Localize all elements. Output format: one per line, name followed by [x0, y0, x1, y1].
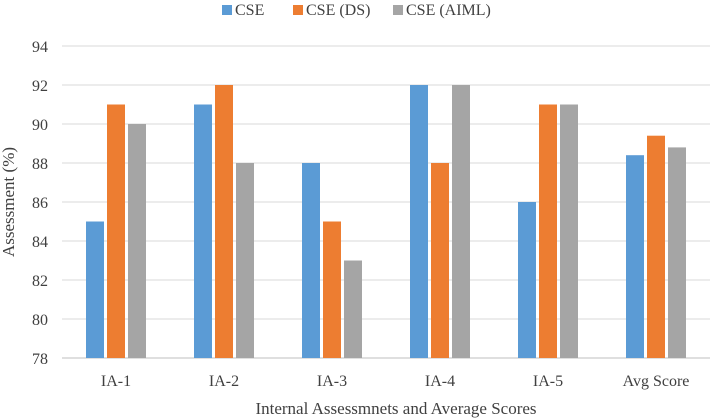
bar	[215, 85, 233, 358]
y-tick-label: 90	[32, 117, 48, 134]
legend-label: CSE (AIML)	[406, 2, 491, 19]
bar	[302, 163, 320, 358]
x-tick-label: IA-1	[101, 373, 131, 390]
legend-label: CSE	[235, 2, 264, 19]
gridlines	[62, 45, 710, 359]
x-tick-label: IA-2	[209, 373, 239, 390]
bar	[344, 260, 362, 358]
bar	[107, 104, 125, 358]
y-tick-label: 92	[32, 78, 48, 95]
bar	[647, 135, 665, 358]
bar	[410, 85, 428, 358]
x-tick-label: Avg Score	[623, 373, 690, 390]
x-tick-label: IA-5	[533, 373, 563, 390]
bar	[626, 155, 644, 358]
legend-swatch	[393, 5, 403, 15]
y-tick-label: 94	[32, 39, 48, 56]
y-tick-label: 80	[32, 312, 48, 329]
x-axis-ticks: IA-1 IA-2 IA-3 IA-4 IA-5 Avg Score	[101, 373, 690, 390]
y-tick-label: 86	[32, 195, 48, 212]
y-tick-label: 84	[32, 234, 48, 251]
x-tick-label: IA-4	[425, 373, 455, 390]
bar	[236, 163, 254, 358]
legend: CSE CSE (DS) CSE (AIML)	[222, 2, 491, 19]
bar	[452, 85, 470, 358]
bar	[86, 221, 104, 358]
legend-label: CSE (DS)	[306, 2, 370, 19]
bar	[128, 124, 146, 358]
x-tick-label: IA-3	[317, 373, 347, 390]
bars	[86, 85, 686, 358]
x-axis-label: Internal Assessmnets and Average Scores	[255, 399, 536, 418]
legend-swatch	[222, 5, 232, 15]
bar	[539, 104, 557, 358]
bar	[323, 221, 341, 358]
legend-swatch	[293, 5, 303, 15]
bar	[668, 147, 686, 358]
bar	[560, 104, 578, 358]
bar	[431, 163, 449, 358]
y-tick-label: 88	[32, 156, 48, 173]
y-tick-label: 78	[32, 351, 48, 368]
y-axis-ticks: 78 80 82 84 86 88 90 92 94	[32, 39, 48, 368]
bar	[194, 104, 212, 358]
bar	[518, 202, 536, 358]
y-tick-label: 82	[32, 273, 48, 290]
y-axis-label: Assessment (%)	[0, 147, 18, 257]
